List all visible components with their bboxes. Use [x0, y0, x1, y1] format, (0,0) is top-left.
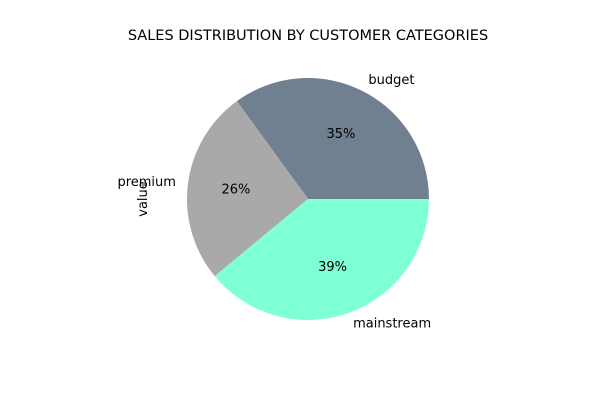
slice-label-premium: premium [117, 175, 176, 190]
pie-slice-mainstream [214, 199, 429, 320]
pie-slice-budget [236, 78, 429, 199]
slice-percent-premium: 26% [222, 182, 251, 197]
slice-percent-mainstream: 39% [318, 260, 347, 275]
pie-slice-premium [187, 101, 308, 277]
slice-percent-budget: 35% [327, 127, 356, 142]
chart-title: SALES DISTRIBUTION BY CUSTOMER CATEGORIE… [128, 28, 488, 44]
slice-label-budget: budget [368, 73, 414, 88]
pie-labels: budget 35% premium 26% mainstream 39% [117, 73, 431, 332]
y-axis-label: value [136, 181, 151, 217]
slice-label-mainstream: mainstream [353, 317, 431, 332]
pie-slices [187, 78, 429, 320]
